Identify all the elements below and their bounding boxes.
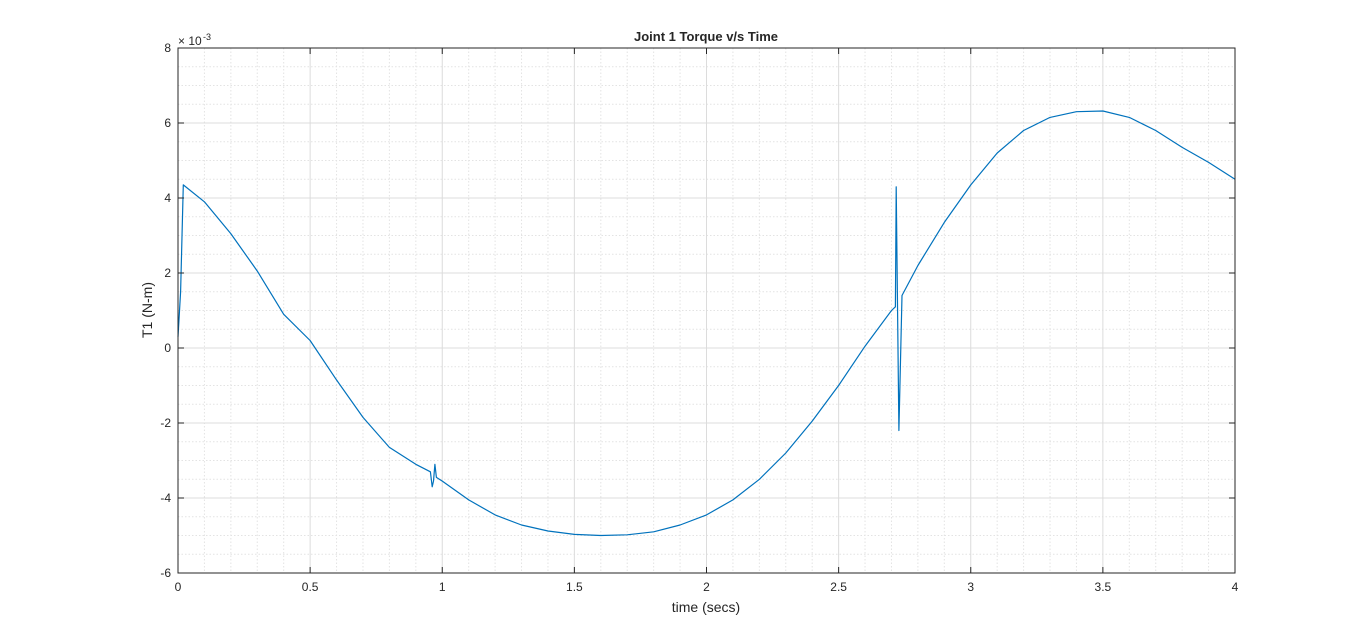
data-point <box>521 524 522 525</box>
data-point <box>970 184 971 185</box>
data-point <box>944 222 945 223</box>
y-tick-label: -6 <box>160 566 171 580</box>
data-point <box>759 479 760 480</box>
series-layer <box>177 110 1236 537</box>
data-point <box>495 514 496 515</box>
data-point <box>433 481 434 482</box>
y-tick-label: -4 <box>160 491 171 505</box>
series-line <box>177 110 1236 537</box>
data-point <box>1208 162 1209 163</box>
x-tick-label: 3 <box>967 580 974 594</box>
x-tick-label: 0 <box>175 580 182 594</box>
data-point <box>310 340 311 341</box>
y-tick-label: 0 <box>164 341 171 355</box>
x-tick-labels: 0 0.5 1 1.5 2 2.5 3 3.5 4 <box>175 580 1239 594</box>
y-tick-label: 6 <box>164 116 171 130</box>
data-point <box>732 499 733 500</box>
data-point <box>1129 117 1130 118</box>
data-point <box>997 152 998 153</box>
data-point <box>1155 130 1156 131</box>
data-point <box>680 524 681 525</box>
data-point <box>901 295 902 296</box>
y-tick-label: 2 <box>164 266 171 280</box>
tick-marks <box>177 47 1236 574</box>
data-point <box>468 499 469 500</box>
x-tick-label: 1 <box>439 580 446 594</box>
data-point <box>812 421 813 422</box>
data-point <box>653 531 654 532</box>
x-tick-label: 3.5 <box>1095 580 1112 594</box>
data-point <box>436 477 437 478</box>
data-point <box>1102 110 1103 111</box>
x-tick-label: 1.5 <box>566 580 583 594</box>
data-point <box>917 265 918 266</box>
data-point <box>389 447 390 448</box>
data-point <box>1182 147 1183 148</box>
data-point <box>204 201 205 202</box>
y-axis-label: T1 (N-m) <box>139 282 155 338</box>
y-tick-label: 4 <box>164 191 171 205</box>
data-point <box>430 471 431 472</box>
data-point <box>1076 111 1077 112</box>
x-tick-label: 2.5 <box>830 580 847 594</box>
data-point <box>230 233 231 234</box>
x-axis-label: time (secs) <box>672 599 740 615</box>
data-point <box>706 514 707 515</box>
data-point <box>1049 117 1050 118</box>
data-point <box>865 346 866 347</box>
data-point <box>600 535 601 536</box>
data-point <box>257 271 258 272</box>
data-point <box>442 481 443 482</box>
chart-title: Joint 1 Torque v/s Time <box>634 29 778 44</box>
data-point <box>1023 130 1024 131</box>
data-point <box>283 314 284 315</box>
data-point <box>336 379 337 380</box>
data-point <box>838 385 839 386</box>
data-point <box>547 530 548 531</box>
data-point <box>574 534 575 535</box>
y-tick-labels: -6 -4 -2 0 2 4 6 8 <box>160 41 171 580</box>
y-exponent-base: × 10 <box>178 34 202 48</box>
data-point <box>434 464 435 465</box>
data-point <box>180 291 181 292</box>
data-point <box>362 417 363 418</box>
data-point <box>432 486 433 487</box>
x-tick-label: 2 <box>703 580 710 594</box>
y-exponent-label: × 10 -3 <box>178 32 211 48</box>
y-tick-label: 8 <box>164 41 171 55</box>
y-tick-label: -2 <box>160 416 171 430</box>
x-tick-label: 0.5 <box>302 580 319 594</box>
data-point <box>891 310 892 311</box>
data-point <box>415 464 416 465</box>
data-point <box>785 452 786 453</box>
y-exponent-power: -3 <box>203 32 211 42</box>
data-point <box>895 306 896 307</box>
data-point <box>183 184 184 185</box>
data-point <box>627 534 628 535</box>
data-point <box>898 430 899 431</box>
data-point <box>896 186 897 187</box>
x-tick-label: 4 <box>1232 580 1239 594</box>
